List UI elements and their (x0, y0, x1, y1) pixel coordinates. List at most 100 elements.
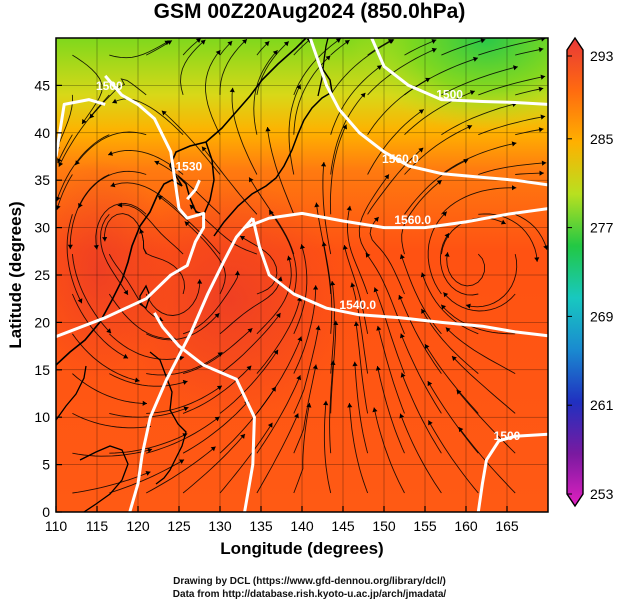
streamline (182, 433, 246, 494)
streamline (367, 109, 425, 175)
contour-label: 1540.0 (339, 298, 376, 312)
streamline-arrowhead (275, 313, 281, 318)
streamline (404, 57, 479, 96)
streamline-arrowhead (513, 65, 518, 71)
streamline-arrowhead (347, 403, 353, 408)
streamline (145, 40, 173, 56)
streamline-arrowhead (210, 446, 216, 452)
streamline (182, 270, 239, 335)
colorbar-tick-label: 293 (590, 48, 614, 64)
streamline-arrowhead (398, 295, 404, 300)
streamline (109, 40, 170, 59)
streamline-arrowhead (214, 416, 220, 422)
streamline-arrowhead (321, 241, 327, 247)
streamline (219, 38, 248, 95)
streamline (330, 92, 366, 175)
streamline-arrowhead (154, 160, 160, 166)
streamline-arrowhead (399, 254, 405, 260)
streamline (478, 162, 547, 175)
x-tick-label: 150 (372, 518, 396, 534)
streamline-arrowhead (541, 38, 546, 42)
x-tick-label: 125 (167, 518, 191, 534)
contour-line (244, 207, 548, 230)
streamline-arrowhead (469, 90, 475, 95)
streamline (398, 294, 442, 374)
streamline-arrowhead (267, 422, 273, 428)
streamline-arrowhead (296, 84, 301, 90)
contour-layer: 1500 1530 1500 1560.0 1560.0 1540.0 1500 (56, 38, 548, 512)
y-tick-label: 15 (34, 362, 50, 378)
streamline-arrowhead (431, 39, 437, 44)
streamline (248, 177, 295, 255)
streamline (330, 64, 382, 135)
contour-line (56, 74, 206, 339)
colorbar-tick-label: 261 (590, 397, 614, 413)
colorbar-ticks: 293 285 277 269 261 253 (567, 48, 614, 502)
warm-region-shading-west (56, 160, 170, 380)
streamline-arrowhead (480, 38, 486, 44)
streamline-arrowhead (436, 180, 442, 185)
streamline (66, 214, 83, 304)
streamline (330, 280, 335, 374)
streamline-arrowhead (277, 276, 283, 282)
streamline-arrowhead (425, 344, 430, 350)
streamline-arrowhead (214, 313, 220, 319)
streamline-arrowhead (353, 321, 359, 327)
contour-line (153, 312, 256, 512)
streamline (293, 402, 311, 494)
streamline-arrowhead (89, 113, 95, 119)
streamline-arrowhead (467, 125, 473, 130)
streamline-arrowhead (123, 353, 129, 359)
x-axis-ticks: 110 115 120 125 130 135 140 145 150 155 160 165 (45, 506, 519, 534)
y-axis-label: Latitude (degrees) (6, 201, 25, 348)
streamline-arrowhead (373, 287, 379, 293)
contour-label: 1560.0 (382, 152, 419, 166)
streamline (348, 402, 369, 494)
streamline-arrowhead (456, 389, 462, 395)
streamline (109, 373, 188, 387)
streamline (219, 349, 279, 414)
streamline-arrowhead (342, 124, 347, 130)
coastline-sakhalin (317, 38, 329, 97)
streamline-arrowhead (273, 349, 279, 355)
streamline-arrowhead (443, 292, 449, 298)
streamline-arrowhead (352, 361, 358, 367)
streamline-arrowhead (323, 400, 329, 406)
y-axis-ticks: 0 5 10 15 20 25 30 35 40 45 (34, 77, 62, 520)
streamline-arrowhead (330, 281, 336, 286)
credit-line-drawing: Drawing by DCL (https://www.gfd-dennou.o… (173, 576, 446, 587)
coastline-japan (213, 57, 333, 237)
streamline-arrowhead (344, 40, 350, 45)
streamline-arrowhead (56, 205, 61, 210)
streamline-arrowhead (229, 87, 235, 93)
x-tick-label: 130 (208, 518, 232, 534)
streamline-arrowhead (335, 38, 341, 43)
streamlines-layer (56, 38, 548, 494)
streamline-arrowhead (123, 289, 128, 295)
contour-line (476, 432, 548, 512)
streamline (427, 380, 479, 454)
streamline (108, 333, 185, 360)
streamline-arrowhead (249, 177, 254, 183)
plot-area: 1500 1530 1500 1560.0 1560.0 1540.0 1500 (56, 38, 548, 512)
streamline-arrowhead (167, 40, 172, 45)
streamline-arrowhead (445, 327, 451, 333)
gridlines (56, 38, 548, 512)
contour-label: 1530 (175, 160, 202, 174)
streamline (161, 110, 221, 175)
streamline (108, 293, 176, 340)
streamline-arrowhead (283, 41, 289, 47)
streamline (89, 78, 147, 119)
contour-line (186, 179, 201, 201)
streamline-arrowhead (77, 298, 83, 304)
streamline-arrowhead (428, 420, 433, 426)
streamline-arrowhead (444, 233, 449, 239)
streamline-arrowhead (264, 41, 270, 47)
streamline (330, 320, 337, 414)
streamline (184, 221, 226, 295)
contour-line (308, 38, 548, 187)
streamline (78, 170, 147, 209)
streamline-arrowhead (418, 147, 424, 153)
